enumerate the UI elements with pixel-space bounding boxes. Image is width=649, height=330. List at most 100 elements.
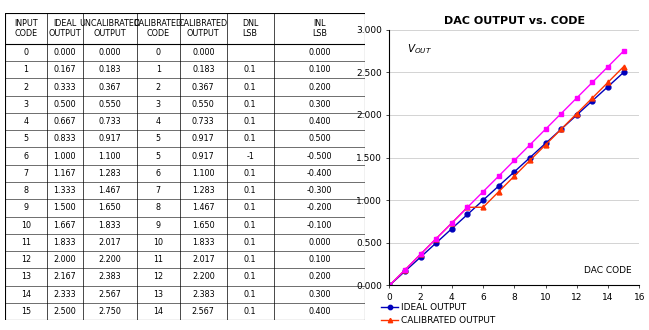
Text: -1: -1 [246,151,254,161]
Text: 0.1: 0.1 [244,65,256,74]
CALIBRATED OUTPUT [495,190,502,194]
Text: 7: 7 [23,169,29,178]
Text: UNCALIBRATED
OUTPUT: UNCALIBRATED OUTPUT [79,19,140,38]
Text: 0.200: 0.200 [308,82,331,91]
Text: $\mathit{V}_{OUT}$: $\mathit{V}_{OUT}$ [407,43,432,56]
Text: 2.383: 2.383 [99,273,121,281]
Text: 0.1: 0.1 [244,255,256,264]
Text: 0.1: 0.1 [244,203,256,213]
Text: 0.367: 0.367 [99,82,121,91]
Text: 0.400: 0.400 [308,117,331,126]
UNCALIBRATED OUTPUT [401,268,409,272]
Legend: IDEAL OUTPUT, CALIBRATED OUTPUT, UNCALIBRATED OUTPUT: IDEAL OUTPUT, CALIBRATED OUTPUT, UNCALIB… [382,303,509,330]
Text: -0.300: -0.300 [307,186,332,195]
Text: 0.1: 0.1 [244,117,256,126]
Text: 1.667: 1.667 [53,221,76,230]
Text: 0.733: 0.733 [99,117,121,126]
Text: 2: 2 [23,82,29,91]
UNCALIBRATED OUTPUT [479,190,487,194]
UNCALIBRATED OUTPUT [589,80,596,84]
IDEAL OUTPUT [479,198,487,202]
UNCALIBRATED OUTPUT [510,158,518,162]
IDEAL OUTPUT [463,213,471,216]
Text: 0.1: 0.1 [244,307,256,316]
Text: 13: 13 [153,290,164,299]
IDEAL OUTPUT [557,127,565,131]
CALIBRATED OUTPUT [526,158,534,162]
Text: 11: 11 [153,255,164,264]
CALIBRATED OUTPUT [432,237,440,241]
Text: -0.500: -0.500 [307,151,332,161]
IDEAL OUTPUT [604,84,612,88]
Text: 0: 0 [156,48,161,57]
Text: 7: 7 [156,186,161,195]
IDEAL OUTPUT [448,227,456,231]
Text: 0.000: 0.000 [192,48,215,57]
Text: 0.733: 0.733 [192,117,215,126]
Text: 0.1: 0.1 [244,169,256,178]
Text: 0.183: 0.183 [192,65,215,74]
Text: 8: 8 [156,203,161,213]
CALIBRATED OUTPUT [463,205,471,209]
Text: 1.500: 1.500 [53,203,76,213]
Text: 4: 4 [156,117,161,126]
Line: CALIBRATED OUTPUT: CALIBRATED OUTPUT [387,64,626,288]
Text: 10: 10 [21,221,31,230]
Text: 1.100: 1.100 [99,151,121,161]
Text: 14: 14 [21,290,31,299]
Text: 0.100: 0.100 [308,65,331,74]
IDEAL OUTPUT [510,170,518,174]
Text: 0.000: 0.000 [53,48,76,57]
CALIBRATED OUTPUT [620,65,628,69]
Text: 2.383: 2.383 [192,290,215,299]
Text: 0.400: 0.400 [308,307,331,316]
Text: INPUT
CODE: INPUT CODE [14,19,38,38]
Text: 2.200: 2.200 [192,273,215,281]
Text: 0.183: 0.183 [99,65,121,74]
Text: 2.567: 2.567 [192,307,215,316]
UNCALIBRATED OUTPUT [542,127,550,131]
UNCALIBRATED OUTPUT [463,205,471,209]
IDEAL OUTPUT [542,141,550,145]
Text: 0.550: 0.550 [192,100,215,109]
Text: 3: 3 [156,100,161,109]
CALIBRATED OUTPUT [589,96,596,100]
Text: 2.017: 2.017 [98,238,121,247]
UNCALIBRATED OUTPUT [573,96,581,100]
Text: 4: 4 [23,117,29,126]
Text: 0.000: 0.000 [308,238,331,247]
UNCALIBRATED OUTPUT [386,283,393,287]
Text: 0: 0 [23,48,29,57]
Text: CALIBRATED
CODE: CALIBRATED CODE [134,19,183,38]
Text: 0.667: 0.667 [53,117,76,126]
UNCALIBRATED OUTPUT [417,252,424,256]
Text: 6: 6 [23,151,29,161]
Text: 2.567: 2.567 [98,290,121,299]
Text: 1.283: 1.283 [99,169,121,178]
Text: 0.300: 0.300 [308,100,331,109]
Text: 1.167: 1.167 [53,169,76,178]
Text: -0.400: -0.400 [307,169,332,178]
Text: 0.1: 0.1 [244,221,256,230]
CALIBRATED OUTPUT [386,283,393,287]
Line: IDEAL OUTPUT: IDEAL OUTPUT [387,70,626,288]
CALIBRATED OUTPUT [510,174,518,178]
Text: 0.1: 0.1 [244,134,256,143]
Text: 11: 11 [21,238,31,247]
IDEAL OUTPUT [526,155,534,159]
CALIBRATED OUTPUT [604,80,612,84]
Text: 1.283: 1.283 [192,186,215,195]
Text: 2.333: 2.333 [53,290,76,299]
Text: 12: 12 [21,255,31,264]
Text: 2: 2 [156,82,161,91]
Text: -0.200: -0.200 [307,203,332,213]
UNCALIBRATED OUTPUT [495,174,502,178]
Text: 13: 13 [21,273,31,281]
CALIBRATED OUTPUT [573,112,581,115]
Text: -0.100: -0.100 [307,221,332,230]
Text: 5: 5 [23,134,29,143]
Text: 0.200: 0.200 [308,273,331,281]
Text: 1.467: 1.467 [192,203,215,213]
Text: 0.917: 0.917 [192,134,215,143]
Text: 0.917: 0.917 [192,151,215,161]
